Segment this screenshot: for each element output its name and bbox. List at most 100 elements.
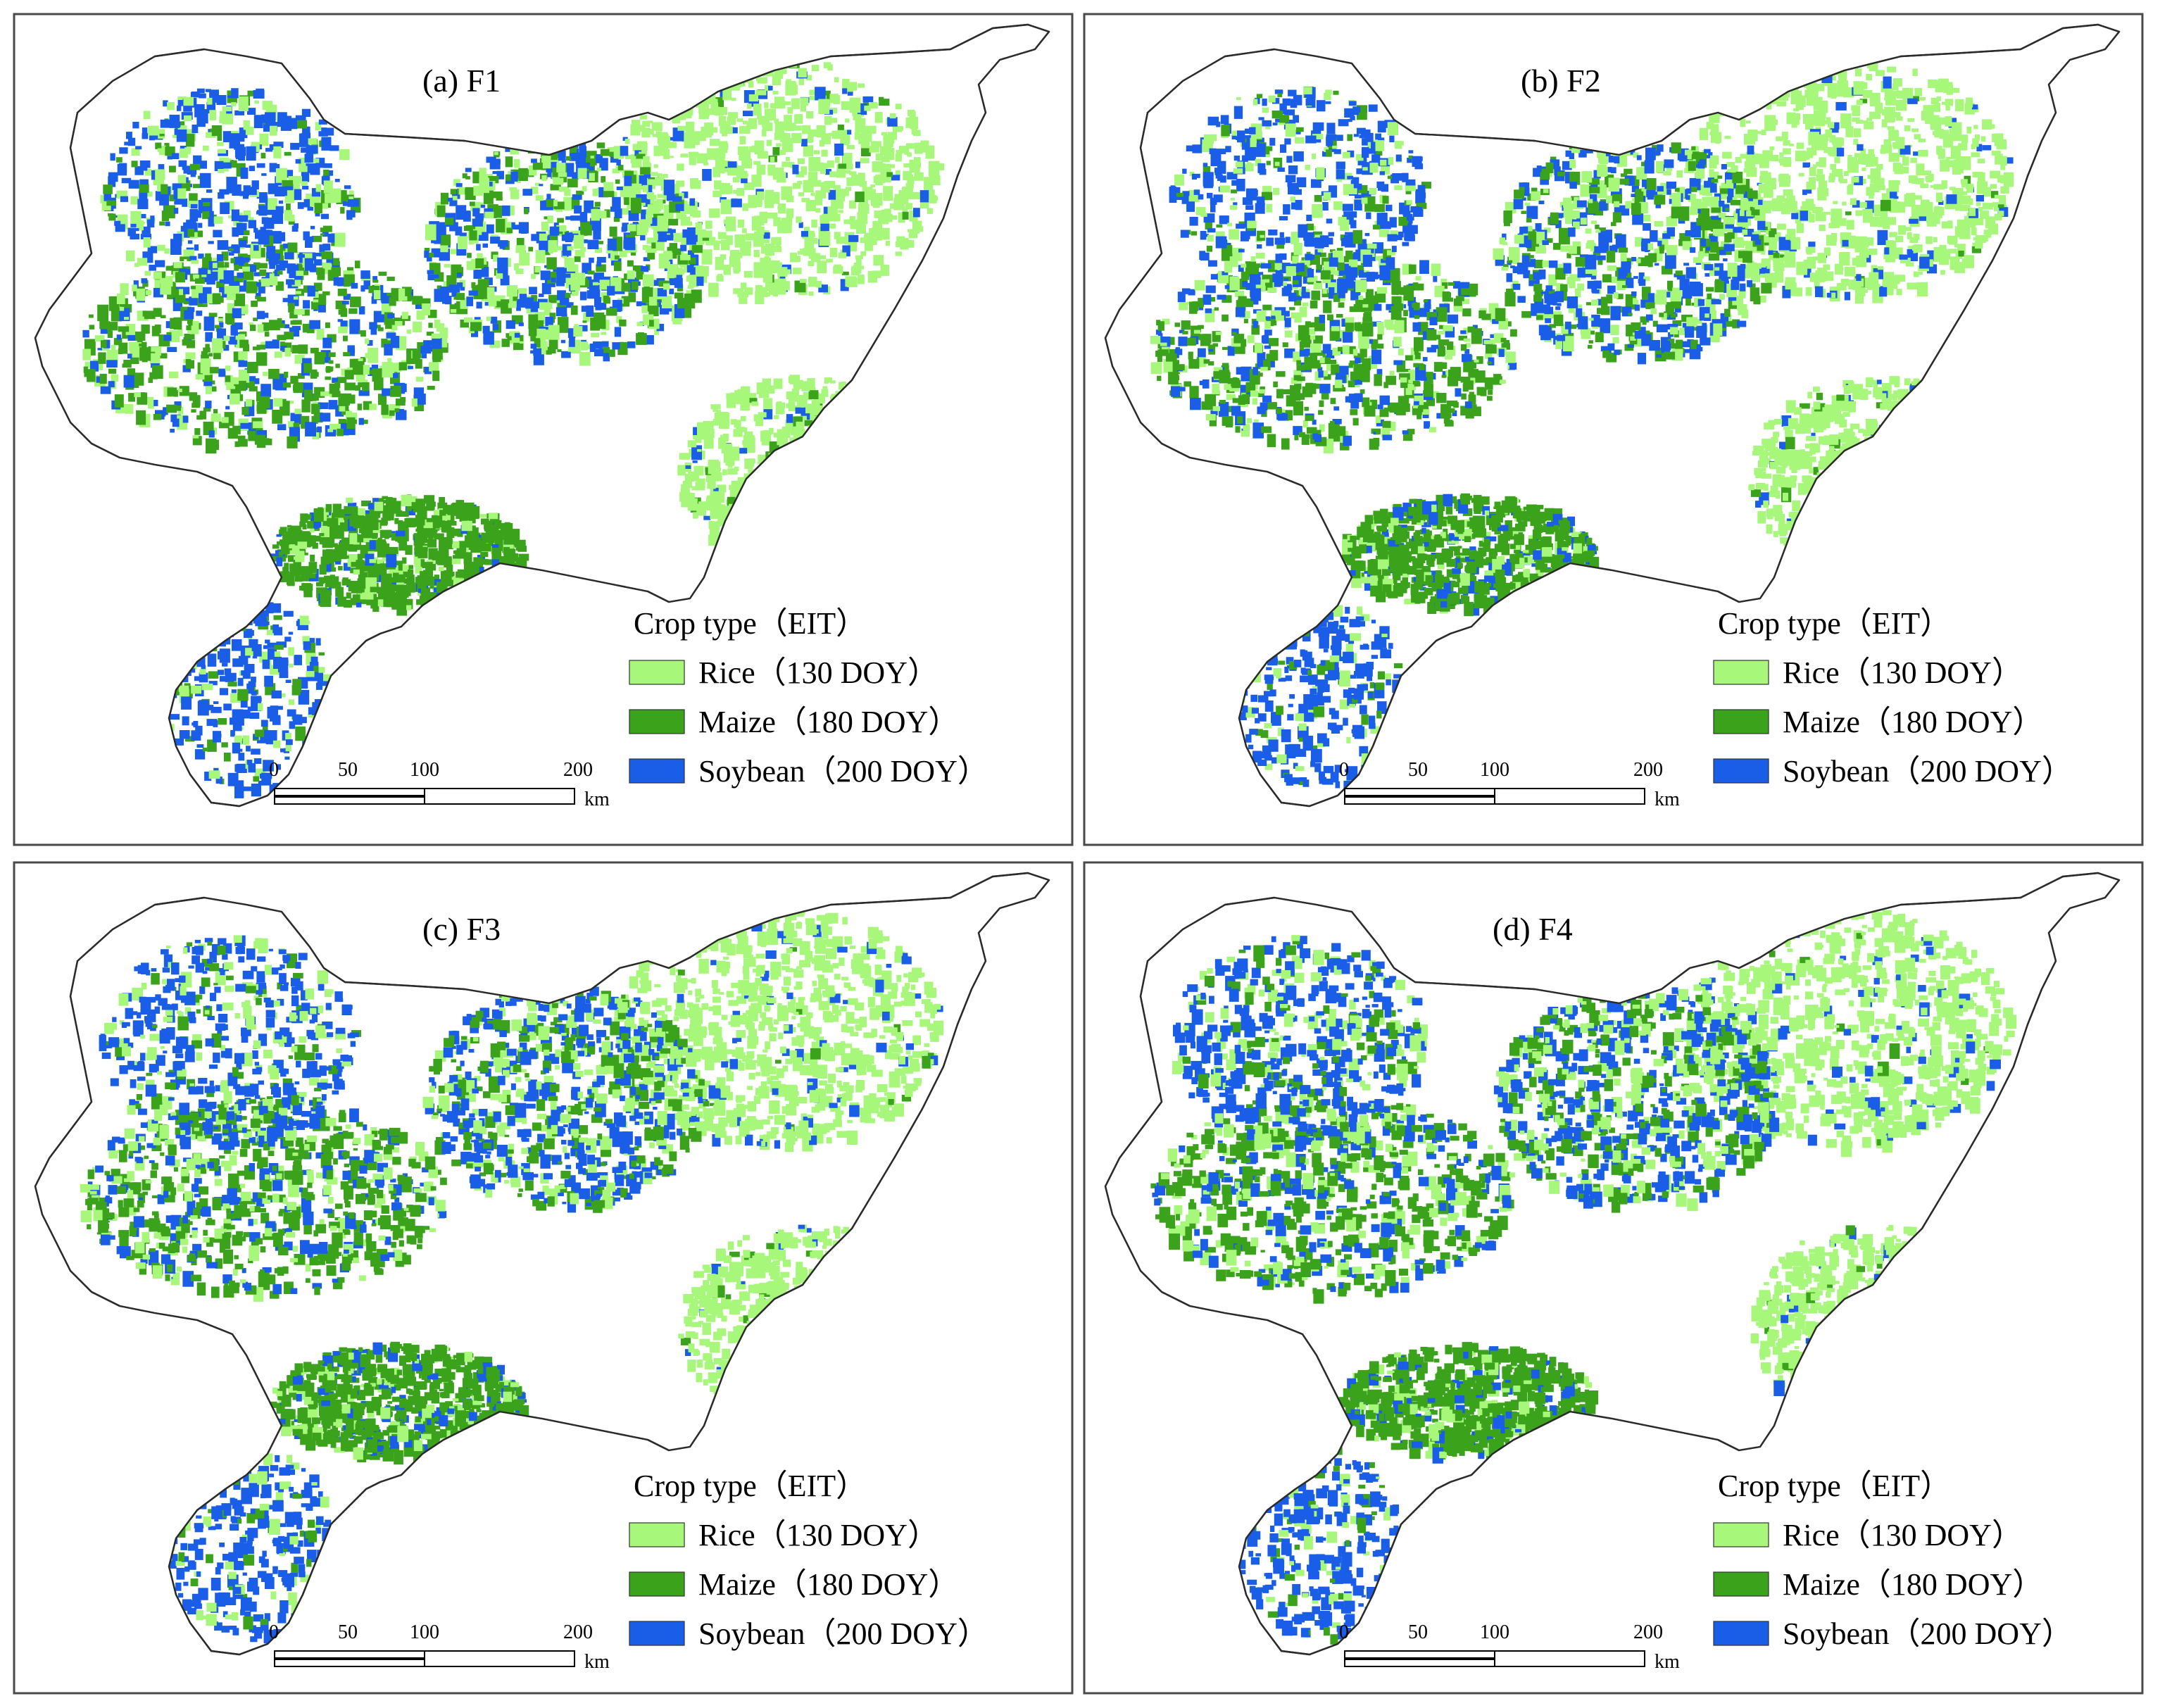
- crop-pixel: [192, 435, 199, 439]
- crop-pixel: [214, 161, 224, 171]
- crop-pixel: [463, 225, 473, 231]
- crop-pixel: [682, 200, 688, 205]
- crop-pixel: [655, 131, 663, 138]
- crop-pixel: [773, 217, 781, 227]
- crop-pixel: [103, 184, 113, 194]
- crop-pixel: [148, 377, 153, 383]
- crop-pixel: [653, 233, 658, 241]
- crop-pixel: [753, 103, 762, 116]
- crop-pixel: [576, 190, 584, 195]
- crop-pixel: [190, 203, 198, 209]
- crop-pixel: [687, 285, 694, 289]
- crop-pixel: [169, 194, 175, 201]
- crop-pixel: [726, 235, 733, 246]
- crop-pixel: [691, 445, 702, 460]
- crop-pixel: [169, 165, 176, 172]
- crop-pixel: [344, 555, 349, 559]
- crop-pixel: [522, 189, 533, 196]
- crop-pixel: [511, 335, 518, 343]
- crop-pixel: [276, 764, 281, 770]
- crop-pixel: [222, 663, 228, 667]
- crop-pixel: [509, 187, 517, 191]
- crop-pixel: [1816, 169, 1823, 175]
- crop-pixel: [203, 407, 211, 412]
- crop-pixel: [219, 648, 230, 663]
- crop-pixel: [762, 292, 770, 297]
- crop-pixel: [824, 380, 829, 384]
- crop-pixel: [458, 236, 467, 249]
- crop-pixel: [516, 299, 527, 308]
- crop-pixel: [1977, 158, 1985, 163]
- crop-pixel: [319, 564, 327, 575]
- crop-pixel: [310, 348, 319, 353]
- crop-pixel: [368, 347, 378, 363]
- crop-pixel: [773, 378, 783, 389]
- crop-pixel: [217, 240, 229, 250]
- crop-pixel: [785, 156, 791, 161]
- crop-pixel: [829, 380, 836, 384]
- crop-pixel: [381, 404, 389, 415]
- legend-label-rice: Rice（130 DOY）: [698, 655, 938, 690]
- crop-pixel: [147, 402, 154, 409]
- crop-pixel: [434, 289, 444, 302]
- crop-pixel: [294, 714, 300, 718]
- crop-pixel: [804, 420, 815, 427]
- crop-pixel: [218, 149, 226, 153]
- crop-pixel: [722, 185, 730, 191]
- crop-pixel: [306, 671, 315, 677]
- crop-pixel: [494, 520, 502, 527]
- crop-pixel: [248, 762, 256, 773]
- crop-pixel: [252, 655, 258, 659]
- crop-pixel: [124, 142, 131, 146]
- crop-pixels: [82, 58, 945, 798]
- crop-pixel: [477, 253, 483, 261]
- crop-pixel: [815, 157, 821, 163]
- crop-pixel: [227, 772, 239, 786]
- crop-pixel: [809, 89, 815, 94]
- crop-pixel: [1911, 205, 1923, 218]
- crop-pixel: [705, 220, 712, 229]
- crop-pixel: [164, 248, 170, 254]
- crop-pixel: [265, 341, 273, 349]
- crop-pixel: [531, 158, 537, 163]
- crop-pixel: [351, 562, 356, 567]
- crop-pixel: [314, 351, 325, 365]
- crop-pixel: [417, 342, 424, 351]
- crop-pixel: [627, 260, 634, 267]
- crop-pixel: [461, 520, 472, 532]
- crop-pixel: [842, 79, 850, 89]
- crop-pixel: [258, 230, 270, 245]
- crop-pixel: [589, 257, 594, 263]
- crop-pixel: [582, 320, 587, 323]
- crop-pixel: [120, 196, 128, 202]
- crop-pixel: [218, 718, 227, 725]
- crop-pixel: [318, 577, 325, 584]
- crop-pixel: [219, 421, 230, 429]
- crop-pixel: [586, 305, 594, 317]
- crop-pixel: [243, 185, 251, 191]
- crop-pixel: [612, 196, 621, 208]
- crop-pixel: [903, 163, 912, 168]
- crop-pixel: [663, 180, 675, 196]
- crop-pixel: [320, 227, 326, 232]
- crop-pixel: [448, 197, 453, 202]
- crop-pixel: [275, 168, 287, 183]
- crop-pixel: [415, 550, 424, 557]
- crop-pixel: [372, 498, 379, 504]
- crop-pixel: [310, 554, 315, 562]
- crop-pixel: [239, 709, 251, 719]
- crop-pixel: [798, 222, 803, 228]
- crop-pixel: [558, 317, 569, 333]
- crop-pixel: [402, 557, 407, 564]
- crop-pixel: [798, 384, 804, 389]
- crop-pixel: [719, 141, 728, 153]
- crop-pixel: [415, 563, 422, 574]
- crop-pixel: [407, 565, 413, 570]
- crop-pixel: [406, 329, 412, 334]
- crop-pixel: [528, 246, 534, 252]
- crop-pixel: [846, 144, 855, 149]
- crop-pixel: [182, 415, 189, 423]
- crop-pixel: [259, 396, 270, 408]
- crop-pixel: [260, 720, 268, 727]
- crop-pixel: [839, 382, 844, 390]
